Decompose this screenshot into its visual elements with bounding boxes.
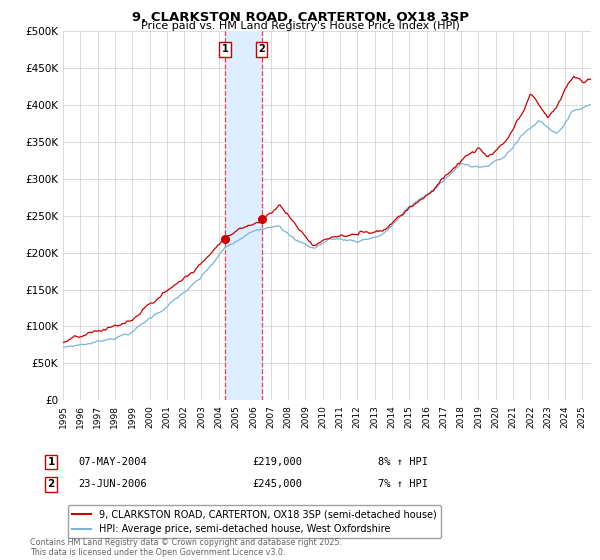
Text: £219,000: £219,000 (252, 457, 302, 467)
Text: 1: 1 (47, 457, 55, 467)
Text: 9, CLARKSTON ROAD, CARTERTON, OX18 3SP: 9, CLARKSTON ROAD, CARTERTON, OX18 3SP (131, 11, 469, 24)
Text: 2: 2 (47, 479, 55, 489)
Text: 2: 2 (258, 44, 265, 54)
Text: £245,000: £245,000 (252, 479, 302, 489)
Text: 23-JUN-2006: 23-JUN-2006 (78, 479, 147, 489)
Bar (225, 31, 262, 400)
Text: Price paid vs. HM Land Registry's House Price Index (HPI): Price paid vs. HM Land Registry's House … (140, 21, 460, 31)
Text: 1: 1 (221, 44, 228, 54)
Legend: 9, CLARKSTON ROAD, CARTERTON, OX18 3SP (semi-detached house), HPI: Average price: 9, CLARKSTON ROAD, CARTERTON, OX18 3SP (… (68, 505, 440, 538)
Text: 8% ↑ HPI: 8% ↑ HPI (378, 457, 428, 467)
Text: Contains HM Land Registry data © Crown copyright and database right 2025.
This d: Contains HM Land Registry data © Crown c… (30, 538, 342, 557)
Text: 07-MAY-2004: 07-MAY-2004 (78, 457, 147, 467)
Text: 7% ↑ HPI: 7% ↑ HPI (378, 479, 428, 489)
